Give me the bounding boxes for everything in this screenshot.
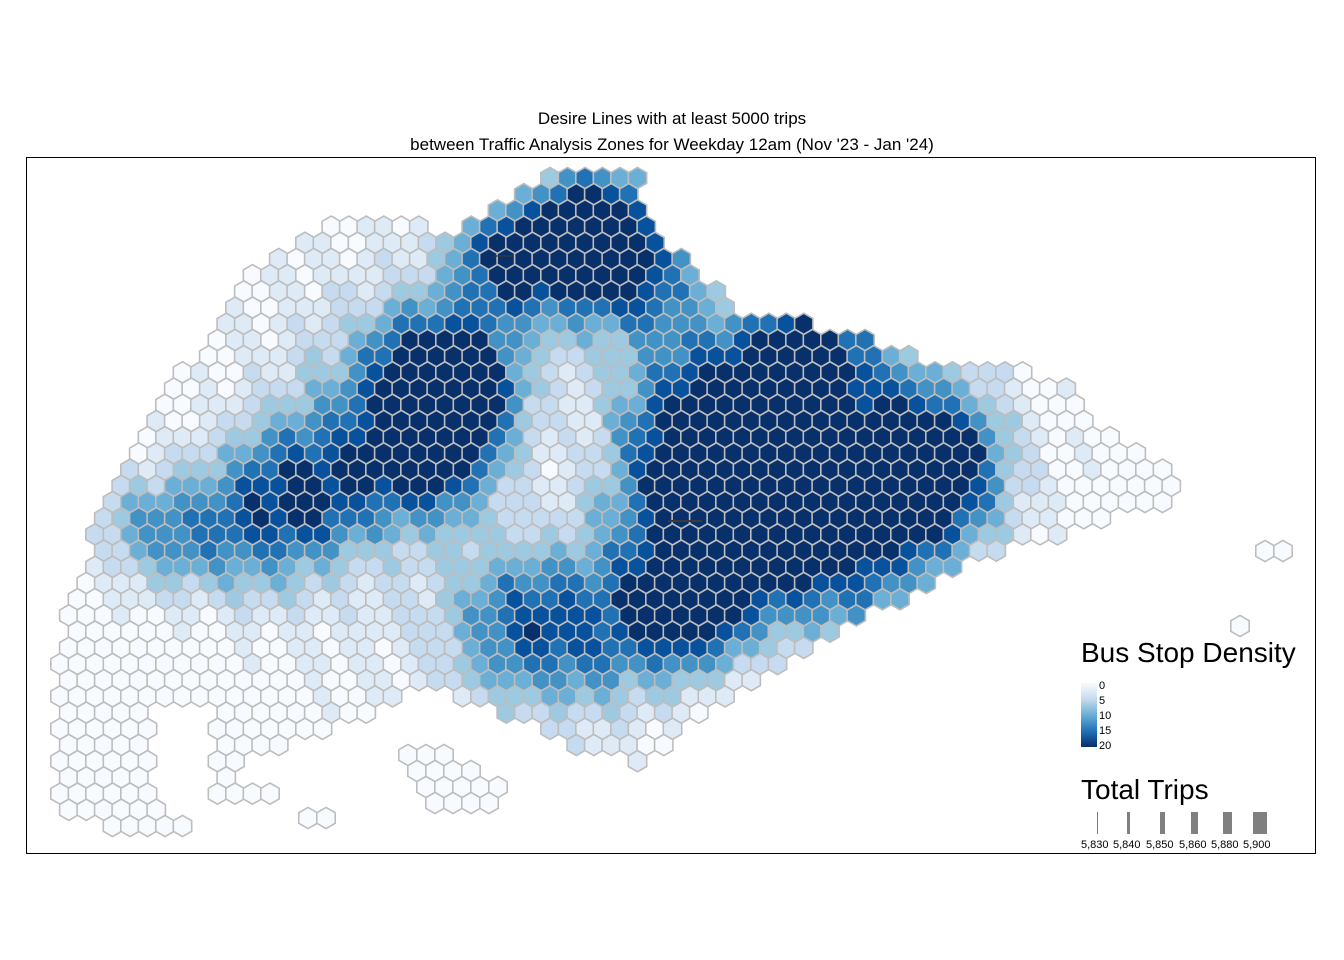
density-tick-10: 10 bbox=[1099, 710, 1112, 722]
hexagon-zone bbox=[819, 620, 841, 644]
hexagon-zone bbox=[566, 733, 587, 757]
hexagon-zone bbox=[1255, 539, 1275, 563]
hexagon-zone bbox=[155, 814, 175, 838]
density-tick-20: 20 bbox=[1099, 740, 1112, 752]
hexagon-zone bbox=[1073, 506, 1094, 530]
hexagon-zone bbox=[968, 539, 989, 563]
hexagon-zone bbox=[356, 701, 377, 725]
hexagon-zone bbox=[741, 668, 762, 692]
density-tick-0: 0 bbox=[1099, 680, 1106, 692]
hexagon-zone bbox=[1030, 522, 1050, 546]
trip-width-swatch bbox=[1160, 812, 1165, 834]
hexagon-zone bbox=[986, 539, 1007, 563]
hexagon-zone bbox=[889, 587, 911, 611]
density-tick-5: 5 bbox=[1099, 695, 1106, 707]
trip-width-swatch bbox=[1127, 812, 1130, 834]
hexagon-zone bbox=[1091, 506, 1112, 530]
trip-tick-label: 5,880 bbox=[1211, 839, 1239, 851]
hexagon-zone bbox=[767, 652, 788, 676]
hexagon-zone bbox=[1047, 522, 1068, 546]
hexagon-zone bbox=[424, 791, 446, 815]
map-subtitle: between Traffic Analysis Zones for Weekd… bbox=[410, 135, 934, 154]
hexagon-zone bbox=[627, 749, 648, 773]
hexagon-zone bbox=[242, 782, 263, 806]
hexagon-zone bbox=[225, 782, 245, 806]
hexagon-zone bbox=[496, 701, 517, 725]
map-title: Desire Lines with at least 5000 trips bbox=[537, 109, 807, 128]
hexagon-zone bbox=[294, 717, 316, 741]
hexagon-zone bbox=[1273, 539, 1293, 563]
hexagon-zone bbox=[268, 733, 289, 757]
hexagon-zone bbox=[714, 684, 736, 708]
hexagon-zone bbox=[102, 814, 123, 838]
density-color-ramp bbox=[1081, 683, 1097, 747]
hexagon-zone bbox=[846, 603, 867, 627]
hexagon-zone bbox=[916, 571, 937, 595]
trip-width-swatch bbox=[1223, 812, 1232, 834]
hexagon-zone bbox=[58, 798, 79, 822]
hexagon-zone bbox=[513, 701, 534, 725]
hexagon-zone bbox=[120, 814, 140, 838]
trip-tick-label: 5,850 bbox=[1146, 839, 1174, 851]
hexagon-zone bbox=[172, 684, 193, 708]
hexagon-zone bbox=[207, 782, 228, 806]
trip-tick-label: 5,860 bbox=[1179, 839, 1207, 851]
trip-width-swatch bbox=[1097, 812, 1098, 834]
hexagon-zone bbox=[539, 717, 561, 741]
hexagon-zone bbox=[469, 684, 491, 708]
hexagon-zone bbox=[137, 814, 158, 838]
trips-legend-title: Total Trips bbox=[1081, 774, 1209, 805]
hexagon-zone bbox=[793, 636, 814, 660]
trip-width-swatch bbox=[1253, 812, 1267, 834]
hexagon-zone bbox=[583, 733, 604, 757]
hexagon-zone bbox=[872, 587, 893, 611]
trip-tick-label: 5,900 bbox=[1243, 839, 1271, 851]
hexagon-zone bbox=[76, 798, 97, 822]
hexagon-zone bbox=[452, 684, 473, 708]
hexagon-zone bbox=[190, 684, 210, 708]
trip-tick-label: 5,840 bbox=[1113, 839, 1141, 851]
hexagon-zone bbox=[315, 806, 337, 830]
hexagon-zone bbox=[688, 701, 709, 725]
hexagon-zone bbox=[172, 814, 193, 838]
hexagon-zone bbox=[382, 684, 403, 708]
hexagon-zone bbox=[1230, 614, 1250, 638]
hexagon-zone bbox=[1135, 490, 1155, 514]
hexagon-zone bbox=[297, 806, 319, 830]
trip-tick-label: 5,830 bbox=[1081, 839, 1109, 851]
hexagon-zone bbox=[338, 701, 359, 725]
hexagon-zone bbox=[1117, 490, 1138, 514]
density-legend-title: Bus Stop Density bbox=[1081, 637, 1296, 668]
hexagon-zone bbox=[251, 733, 272, 757]
hexagon-zone bbox=[259, 782, 281, 806]
hexagon-zone bbox=[155, 684, 175, 708]
hexagon-zone bbox=[1152, 490, 1173, 514]
hexagon-zone bbox=[1012, 522, 1033, 546]
map-frame bbox=[26, 157, 1316, 854]
hexagon-zone bbox=[478, 791, 500, 815]
hexagon-zone bbox=[312, 717, 333, 741]
hexagon-zone bbox=[601, 733, 622, 757]
hexagon-zone bbox=[426, 668, 447, 692]
hexagon-zone bbox=[460, 791, 482, 815]
hexagon-zone bbox=[942, 555, 963, 579]
hexagon-zone bbox=[442, 791, 464, 815]
hexagon-zone bbox=[408, 668, 429, 692]
density-tick-15: 15 bbox=[1099, 725, 1112, 737]
trip-width-swatch bbox=[1191, 812, 1198, 834]
hexagon-zone bbox=[653, 733, 674, 757]
